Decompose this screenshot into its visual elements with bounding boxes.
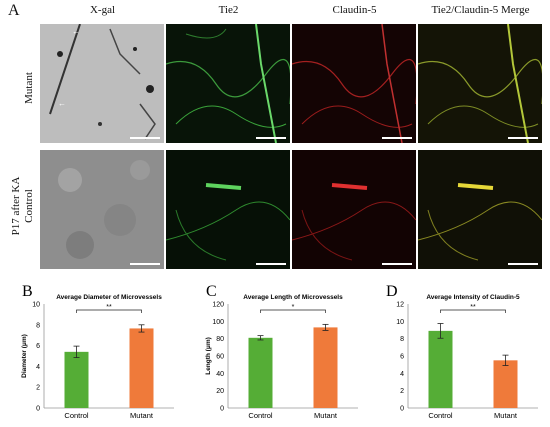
bar-mutant: [129, 328, 154, 408]
bar-mutant: [493, 360, 518, 408]
chart-b-svg: B Average Diameter of Microvessels 0 2 4 6 8 10…: [21, 283, 174, 420]
y-tick-label: 8: [36, 322, 40, 329]
chart-c-svg: C Average Length of Microvessels 0 20 40 60 80…: [205, 283, 358, 420]
chart-title: Average Intensity of Claudin-5: [426, 294, 520, 301]
y-axis-label: Length (μm): [205, 337, 212, 375]
column-title-xgal: X-gal: [89, 4, 116, 16]
micrograph-claudin5-mutant: [292, 24, 416, 143]
bar-control: [248, 337, 273, 408]
micrograph-merge-control: [418, 150, 542, 269]
column-title-merge: Tie2/Claudin-5 Merge: [431, 4, 530, 16]
y-tick-label: 4: [36, 364, 40, 371]
bar-mutant: [313, 327, 338, 408]
y-tick-label: 20: [216, 388, 224, 395]
y-tick-label: 4: [400, 371, 404, 378]
significance-marker: *: [292, 304, 295, 311]
row-label-mutant: Mutant: [23, 72, 35, 104]
micrograph-tie2-control: [166, 150, 290, 269]
y-tick-label: 2: [400, 388, 404, 395]
significance-bracket: [440, 309, 506, 313]
panel-label: B: [22, 283, 33, 300]
significance-bracket: [76, 309, 142, 313]
chart-title: Average Length of Microvessels: [243, 294, 343, 301]
chart-title: Average Diameter of Microvessels: [56, 294, 162, 301]
y-tick-label: 60: [216, 354, 224, 361]
significance-bracket: [260, 309, 326, 313]
y-tick-label: 8: [400, 336, 404, 343]
panel-a-label: A: [8, 2, 20, 19]
y-tick-label: 12: [396, 302, 404, 309]
panel-label: C: [206, 283, 217, 300]
y-tick-label: 120: [212, 302, 224, 309]
y-tick-label: 10: [32, 302, 40, 309]
chart-d: D Average Intensity of Claudin-5 0 2 4 6 8 10 12…: [368, 282, 548, 422]
category-label: Control: [248, 411, 273, 420]
micrograph-merge-mutant: [418, 24, 542, 143]
micrograph-xgal-mutant: ← ←: [40, 24, 164, 143]
micrograph-xgal-control: [40, 150, 164, 269]
y-tick-label: 80: [216, 336, 224, 343]
panel-label: D: [386, 283, 398, 300]
column-title-tie2: Tie2: [218, 4, 239, 16]
y-axis-label: Diameter (μm): [21, 334, 28, 378]
chart-c: C Average Length of Microvessels 0 20 40 60 80…: [188, 282, 368, 422]
micrograph-claudin5-control: [292, 150, 416, 269]
bar-control: [64, 351, 89, 408]
row-label-control: Control: [23, 189, 35, 223]
category-label: Mutant: [130, 411, 154, 420]
category-label: Mutant: [494, 411, 518, 420]
chart-d-svg: D Average Intensity of Claudin-5 0 2 4 6 8 10 12…: [386, 283, 538, 420]
y-tick-label: 0: [220, 406, 224, 413]
column-title-claudin5: Claudin-5: [332, 4, 377, 16]
svg-text:←: ←: [72, 27, 80, 36]
y-tick-label: 2: [36, 385, 40, 392]
category-label: Control: [428, 411, 453, 420]
y-tick-label: 6: [36, 343, 40, 350]
category-label: Mutant: [314, 411, 338, 420]
y-tick-label: 6: [400, 354, 404, 361]
micrograph-tie2-mutant: [166, 24, 290, 143]
significance-marker: **: [106, 304, 112, 311]
significance-marker: **: [470, 304, 476, 311]
y-tick-label: 100: [212, 319, 224, 326]
group-label: P17 after KA: [10, 176, 22, 236]
y-tick-label: 0: [36, 406, 40, 413]
chart-b: B Average Diameter of Microvessels 0 2 4 6 8 10…: [4, 282, 184, 422]
category-label: Control: [64, 411, 89, 420]
y-tick-label: 10: [396, 319, 404, 326]
bar-control: [428, 330, 453, 408]
y-tick-label: 0: [400, 406, 404, 413]
y-tick-label: 40: [216, 371, 224, 378]
svg-text:←: ←: [58, 99, 66, 108]
